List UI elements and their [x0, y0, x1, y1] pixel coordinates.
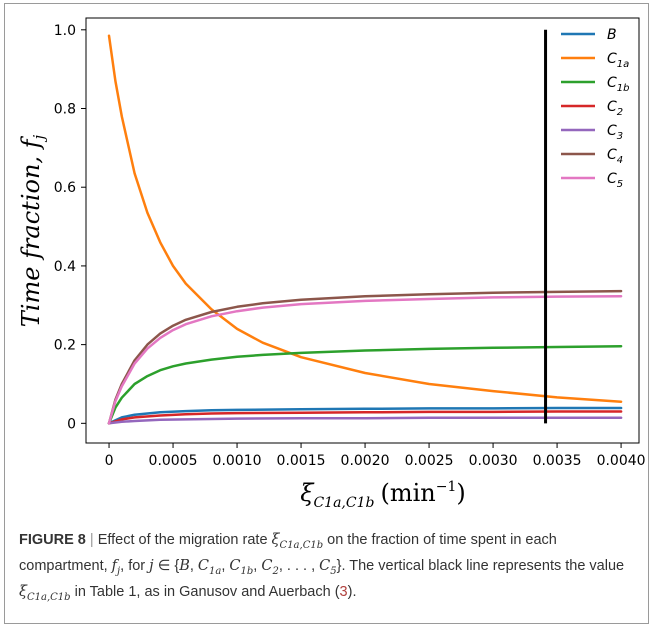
caption-text-2: on the fraction of time spent in each co…	[19, 532, 557, 574]
y-axis-label-sub: j	[30, 134, 48, 142]
caption-j: j	[149, 557, 154, 574]
x-tick-label: 0	[105, 453, 114, 469]
caption-ref-link[interactable]: 3	[339, 583, 348, 600]
series-line-c1b	[107, 344, 623, 425]
legend-label-sub: 3	[617, 131, 623, 142]
legend-label-base: C	[607, 123, 617, 139]
x-tick-label: 0.0015	[277, 453, 326, 469]
legend-label-base: C	[607, 51, 617, 67]
caption-set-c1b: C	[229, 557, 241, 574]
y-tick-label: 0.8	[54, 102, 76, 118]
legend-label: C5	[607, 171, 623, 190]
x-tick-label: 0.0035	[533, 453, 582, 469]
series-line-c5	[107, 294, 623, 425]
figure-label: FIGURE 8	[19, 532, 86, 548]
y-tick-label: 0.2	[54, 338, 76, 354]
line-chart: 0 0.0005 0.0010 0.0015 0.0020 0.0025 0.0030 0.0…	[17, 17, 646, 511]
y-tick-label: 0	[67, 416, 76, 432]
x-axis-label-exp: −1	[436, 479, 457, 495]
legend-label-sub: 1b	[617, 83, 630, 94]
y-axis-label: Time fraction, fj	[17, 134, 48, 327]
legend-label: C2	[607, 99, 623, 118]
caption-xi-2: ξ	[19, 583, 27, 600]
caption-set-c1b-sub: 1b	[240, 565, 254, 577]
legend-label: C1b	[607, 75, 630, 94]
series-line-b	[107, 406, 623, 425]
series-line-c1a	[107, 34, 623, 403]
x-tick-label: 0.0040	[597, 453, 646, 469]
caption-xi-2-sub: C1a,C1b	[27, 591, 71, 603]
legend-label-sub: 1a	[617, 59, 630, 70]
caption-fj-sub: j	[117, 565, 121, 577]
legend-label-base: C	[607, 75, 617, 91]
x-tick-label: 0.0030	[469, 453, 518, 469]
series-line-c3	[107, 416, 623, 425]
caption-set-c2-sub: 2	[272, 565, 279, 577]
series-lines	[107, 34, 623, 425]
legend-label-base: C	[607, 147, 617, 163]
caption-text-3: , for	[120, 557, 150, 574]
figure-frame: 0 0.0005 0.0010 0.0015 0.0020 0.0025 0.0030 0.0…	[4, 3, 649, 624]
caption-set-c5-sub: 5	[330, 565, 337, 577]
legend-label-base: C	[607, 171, 617, 187]
x-tick-label: 0.0005	[149, 453, 198, 469]
caption-text-6: in Table 1, as in Ganusov and Auerbach (	[70, 583, 340, 600]
caption-xi-1-sub: C1a,C1b	[279, 539, 324, 551]
y-axis-ticks: 0 0.2 0.4 0.6 0.8 1.0	[54, 23, 86, 432]
caption-fj: f	[111, 557, 118, 574]
series-line-c2	[107, 410, 623, 425]
caption-set-c5: C	[319, 557, 331, 574]
plot-area	[85, 17, 640, 444]
x-axis-ticks: 0 0.0005 0.0010 0.0015 0.0020 0.0025 0.0030 0.0…	[105, 443, 646, 469]
caption-separator: |	[89, 532, 94, 548]
figure-caption: FIGURE 8 | Effect of the migration rate …	[19, 532, 625, 603]
x-tick-label: 0.0010	[213, 453, 262, 469]
caption-set-dots: , . . . ,	[278, 557, 320, 574]
x-axis-label-unit: (min	[380, 479, 435, 507]
caption-set-b: B	[179, 557, 190, 574]
x-axis-label-close: )	[456, 479, 465, 507]
legend-label: C3	[607, 123, 623, 142]
caption-text-1: Effect of the migration rate	[93, 532, 272, 548]
legend-label-sub: 2	[617, 107, 623, 118]
x-axis-label-symbol: ξ	[300, 479, 315, 507]
legend-label: C4	[607, 147, 623, 166]
caption-text-7: ).	[347, 583, 357, 600]
caption-set-c2: C	[261, 557, 273, 574]
caption-set-c1a: C	[197, 557, 210, 574]
x-axis-label-sub: C1a,C1b	[313, 495, 374, 511]
y-tick-label: 1.0	[54, 23, 76, 39]
x-tick-label: 0.0025	[405, 453, 454, 469]
x-tick-label: 0.0020	[341, 453, 390, 469]
legend-label: B	[607, 27, 617, 43]
legend-label: C1a	[607, 51, 629, 70]
x-axis-label: ξC1a,C1b (min−1)	[300, 479, 466, 511]
legend-label-sub: 4	[617, 155, 623, 166]
caption-text-5: }. The vertical black line represents th…	[336, 557, 625, 574]
series-line-c4	[107, 289, 623, 425]
y-tick-label: 0.6	[54, 180, 76, 196]
y-tick-label: 0.4	[54, 259, 76, 275]
caption-set-c1a-sub: 1a	[209, 565, 222, 577]
caption-xi-1: ξ	[271, 532, 280, 548]
caption-text-4: ∈ {	[153, 557, 180, 574]
y-axis-label-text: Time fraction,	[17, 148, 45, 327]
legend-label-base: C	[607, 99, 617, 115]
legend-label-base: B	[607, 27, 617, 43]
legend-label-sub: 5	[617, 179, 623, 190]
